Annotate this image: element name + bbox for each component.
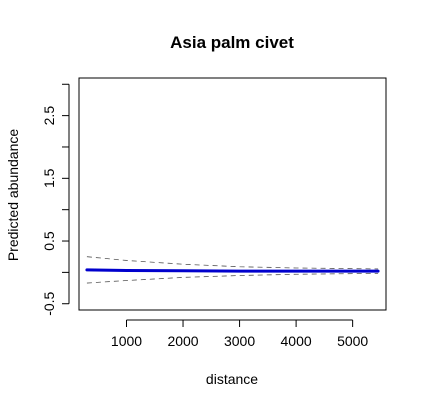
x-tick-label: 2000 <box>167 333 198 349</box>
series-group <box>85 256 380 284</box>
x-axis: 1000 2000 3000 4000 5000 <box>111 319 368 349</box>
y-axis: -0.5 0.5 1.5 2.5 <box>41 83 70 316</box>
y-tick-label: 0.5 <box>41 231 57 251</box>
series-line-lower-bound <box>86 273 379 284</box>
y-tick-label: 1.5 <box>41 168 57 188</box>
x-tick-label: 5000 <box>337 333 368 349</box>
x-tick-label: 1000 <box>111 333 142 349</box>
x-tick-label: 3000 <box>224 333 255 349</box>
y-axis-label: Predicted abundance <box>5 129 21 262</box>
plot-frame <box>78 77 387 311</box>
series-line-upper-bound <box>86 256 379 270</box>
x-tick-label: 4000 <box>281 333 312 349</box>
chart-title: Asia palm civet <box>170 33 294 52</box>
series-line-prediction <box>85 268 380 273</box>
y-tick-label: 2.5 <box>41 106 57 126</box>
x-axis-label: distance <box>206 371 258 387</box>
y-tick-label: -0.5 <box>41 291 57 315</box>
